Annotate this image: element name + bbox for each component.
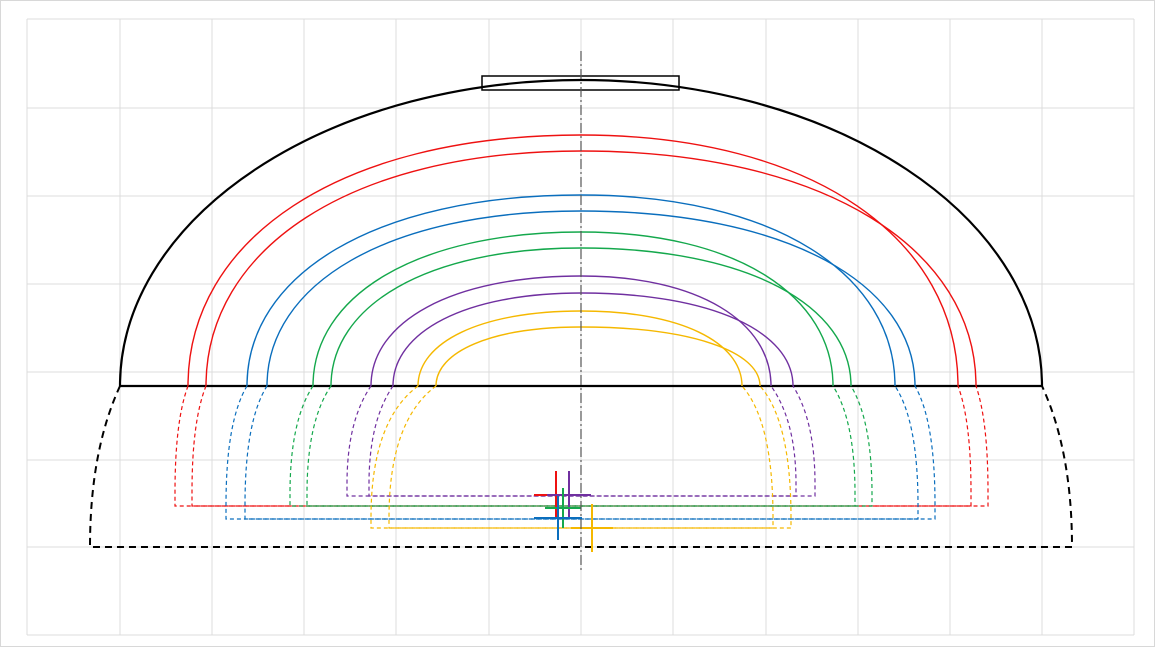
contour-green-lower [306, 385, 873, 507]
contour-red-lower [191, 385, 989, 507]
contour-red-upper [205, 150, 977, 387]
contour-yellow-upper [417, 310, 743, 387]
center-markers [534, 471, 613, 552]
contour-yellow-lower [370, 385, 774, 529]
contour-purple-lower [346, 385, 797, 497]
contour-yellow-lower [388, 385, 792, 529]
contour-green-upper [312, 231, 834, 387]
contour-red-upper [187, 134, 959, 387]
contour-blue-lower [225, 385, 919, 520]
contour-blue-upper [266, 210, 916, 387]
outer-dome [118, 78, 1044, 387]
outer-lower-dashed [88, 385, 1074, 548]
contour-purple-lower [368, 385, 816, 497]
contour-blue-upper [246, 194, 896, 387]
contour-yellow-upper [435, 326, 761, 387]
contour-red-lower [174, 385, 972, 507]
contour-green-upper [330, 247, 852, 387]
contour-green-lower [289, 385, 856, 507]
